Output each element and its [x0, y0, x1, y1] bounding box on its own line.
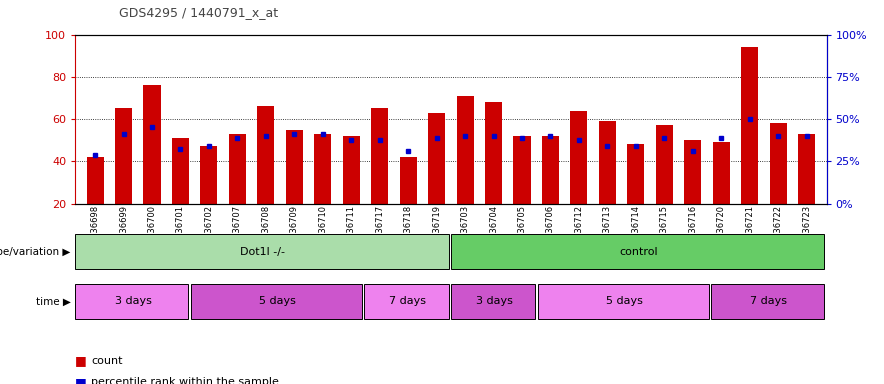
- Text: GDS4295 / 1440791_x_at: GDS4295 / 1440791_x_at: [119, 6, 278, 19]
- Text: ■: ■: [75, 354, 87, 367]
- Bar: [656, 125, 673, 246]
- Bar: [451, 284, 536, 319]
- Bar: [87, 157, 103, 246]
- Text: 3 days: 3 days: [476, 296, 513, 306]
- Bar: [798, 134, 815, 246]
- Text: 5 days: 5 days: [259, 296, 296, 306]
- Text: percentile rank within the sample: percentile rank within the sample: [91, 377, 279, 384]
- Bar: [456, 96, 474, 246]
- Bar: [514, 136, 530, 246]
- Bar: [542, 136, 559, 246]
- Bar: [628, 144, 644, 246]
- Text: count: count: [91, 356, 123, 366]
- Text: 5 days: 5 days: [606, 296, 643, 306]
- Text: ■: ■: [75, 376, 87, 384]
- Text: genotype/variation ▶: genotype/variation ▶: [0, 247, 71, 257]
- Bar: [684, 140, 701, 246]
- Bar: [598, 121, 616, 246]
- Text: 7 days: 7 days: [389, 296, 426, 306]
- Bar: [371, 109, 388, 246]
- Bar: [286, 130, 303, 246]
- Bar: [115, 109, 132, 246]
- Text: control: control: [620, 247, 658, 257]
- Bar: [711, 284, 824, 319]
- Bar: [570, 111, 588, 246]
- Bar: [75, 284, 188, 319]
- Bar: [770, 123, 787, 246]
- Bar: [201, 147, 217, 246]
- Text: Dot1l -/-: Dot1l -/-: [240, 247, 286, 257]
- Bar: [171, 138, 189, 246]
- Bar: [451, 234, 824, 269]
- Bar: [537, 284, 709, 319]
- Bar: [343, 136, 360, 246]
- Bar: [257, 106, 274, 246]
- Bar: [314, 134, 332, 246]
- Bar: [400, 157, 416, 246]
- Bar: [364, 284, 448, 319]
- Bar: [75, 234, 448, 269]
- Text: 7 days: 7 days: [751, 296, 788, 306]
- Bar: [713, 142, 730, 246]
- Bar: [485, 102, 502, 246]
- Bar: [191, 284, 362, 319]
- Text: time ▶: time ▶: [36, 296, 71, 306]
- Text: 3 days: 3 days: [115, 296, 151, 306]
- Bar: [741, 47, 758, 246]
- Bar: [229, 134, 246, 246]
- Bar: [143, 85, 161, 246]
- Bar: [428, 113, 446, 246]
